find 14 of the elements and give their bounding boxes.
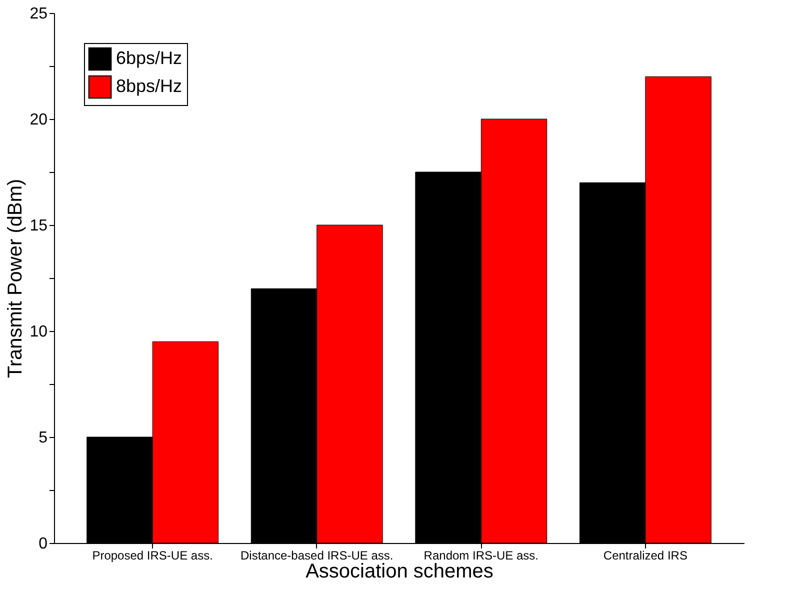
legend-label: 6bps/Hz — [116, 48, 182, 68]
x-tick-label: Centralized IRS — [603, 548, 688, 562]
y-tick-label: 25 — [30, 6, 48, 22]
x-tick-label: Proposed IRS-UE ass. — [92, 548, 213, 562]
x-axis-title: Association schemes — [306, 560, 494, 582]
y-tick-label: 0 — [38, 536, 48, 552]
x-tick-label: Random IRS-UE ass. — [424, 548, 538, 562]
y-tick-label: 15 — [30, 218, 48, 234]
x-tick-label: Distance-based IRS-UE ass. — [240, 548, 394, 562]
y-tick-label: 20 — [30, 112, 48, 128]
legend-label: 8bps/Hz — [116, 76, 182, 96]
y-tick-label: 10 — [30, 324, 48, 340]
y-tick-label: 5 — [38, 430, 48, 446]
y-axis-title: Transmit Power (dBm) — [4, 178, 27, 378]
